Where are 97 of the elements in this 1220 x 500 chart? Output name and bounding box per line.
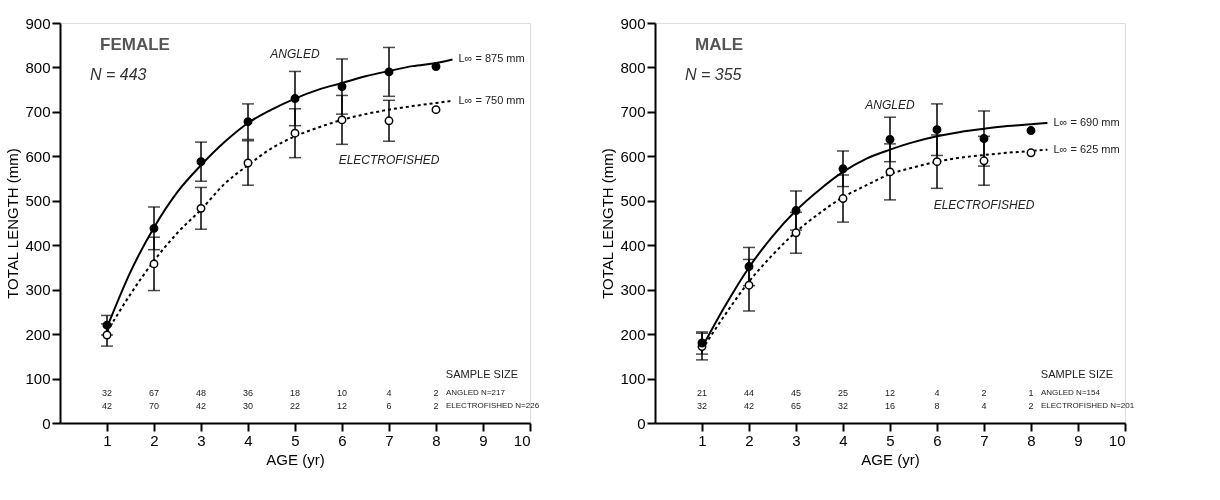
annotation: ELECTROFISHED [338, 152, 440, 167]
annotation: ELECTROFISHED N=201 [1041, 401, 1135, 410]
point [431, 62, 441, 72]
x-tick-label: 2 [150, 431, 159, 449]
point [102, 330, 112, 340]
x-tick-label: 7 [980, 431, 989, 449]
point [196, 203, 206, 213]
point [838, 164, 848, 174]
x-tick-label: 7 [385, 431, 394, 449]
point [149, 223, 159, 233]
point [744, 280, 754, 290]
y-tick-label: 0 [637, 414, 646, 432]
x-tick-label: 6 [338, 431, 347, 449]
x-tick-label: 1 [698, 431, 707, 449]
annotation: ANGLED N=217 [446, 388, 506, 397]
y-tick-label: 900 [620, 14, 646, 32]
annotation: L∞ = 750 mm [458, 93, 525, 106]
point [337, 115, 347, 125]
annotation: L∞ = 875 mm [458, 52, 525, 65]
point [384, 67, 394, 77]
y-tick-label: 900 [25, 14, 51, 32]
y-tick-label: 600 [620, 147, 646, 165]
y-tick-label: 400 [25, 236, 51, 254]
annotation: ANGLED [269, 46, 320, 61]
point [102, 320, 112, 330]
annotation: ANGLED N=154 [1041, 388, 1101, 397]
x-tick-label: 5 [886, 431, 895, 449]
x-tick-label: 4 [244, 431, 253, 449]
x-axis-title: AGE (yr) [266, 450, 325, 468]
point [979, 156, 989, 166]
y-axis-title: TOTAL LENGTH (mm) [599, 148, 617, 299]
text: 32 42 65 32 16 8 4 2 [696, 401, 1034, 411]
point [791, 228, 801, 238]
x-tick-label: 3 [792, 431, 801, 449]
point [1026, 148, 1036, 158]
y-tick-label: 800 [620, 58, 646, 76]
x-tick-label: 4 [839, 431, 848, 449]
x-tick-label: 6 [933, 431, 942, 449]
annotation: SAMPLE SIZE [445, 368, 518, 380]
y-tick-label: 700 [620, 103, 646, 121]
annotation: ANGLED [864, 97, 915, 112]
point [979, 134, 989, 144]
text: 21 44 45 25 12 4 2 1 [696, 388, 1034, 398]
x-tick-label: 9 [479, 431, 488, 449]
x-tick-label: 2 [745, 431, 754, 449]
point [791, 206, 801, 216]
point [885, 134, 895, 144]
annotation: L∞ = 625 mm [1053, 142, 1120, 155]
point [1026, 126, 1036, 136]
annotation: L∞ = 690 mm [1053, 116, 1120, 128]
x-tick-label: 5 [291, 431, 300, 449]
y-tick-label: 200 [620, 325, 646, 343]
point [697, 338, 707, 348]
y-tick-label: 600 [25, 147, 51, 165]
point [243, 158, 253, 168]
annotation: N = 355 [685, 66, 742, 83]
x-tick-label: 8 [432, 431, 441, 449]
x-tick-label: 9 [1074, 431, 1083, 449]
point [149, 259, 159, 269]
y-tick-label: 400 [620, 236, 646, 254]
point [431, 105, 441, 115]
y-axis-title: TOTAL LENGTH (mm) [4, 148, 22, 299]
y-tick-label: 800 [25, 58, 51, 76]
point [838, 194, 848, 204]
y-tick-label: 700 [25, 103, 51, 121]
point [196, 157, 206, 167]
annotation: ELECTROFISHED [933, 198, 1035, 212]
y-tick-label: 500 [620, 192, 646, 210]
y-tick-label: 100 [25, 370, 51, 388]
annotation: MALE [695, 35, 744, 54]
x-tick-label: 3 [197, 431, 206, 449]
y-tick-label: 300 [25, 281, 51, 299]
y-tick-label: 0 [42, 414, 51, 432]
point [290, 94, 300, 104]
y-tick-label: 500 [25, 192, 51, 210]
annotation: N = 443 [90, 66, 147, 83]
point [885, 167, 895, 177]
point [744, 262, 754, 272]
x-axis-title: AGE (yr) [861, 450, 920, 468]
y-tick-label: 300 [620, 281, 646, 299]
text: 32 67 48 36 18 10 4 2 [101, 388, 439, 398]
point [384, 116, 394, 126]
x-tick-label: 1 [103, 431, 112, 449]
text: 42 70 42 30 22 12 6 2 [101, 401, 439, 411]
point [290, 128, 300, 138]
annotation: ELECTROFISHED N=226 [446, 401, 540, 410]
y-tick-label: 100 [620, 370, 646, 388]
annotation: SAMPLE SIZE [1040, 368, 1113, 380]
annotation: FEMALE [100, 35, 170, 54]
point [337, 82, 347, 92]
x-tick-label: 10 [1108, 431, 1126, 449]
y-tick-label: 200 [25, 325, 51, 343]
point [932, 157, 942, 167]
x-tick-label: 8 [1027, 431, 1036, 449]
point [932, 125, 942, 135]
x-tick-label: 10 [513, 431, 531, 449]
point [243, 117, 253, 127]
